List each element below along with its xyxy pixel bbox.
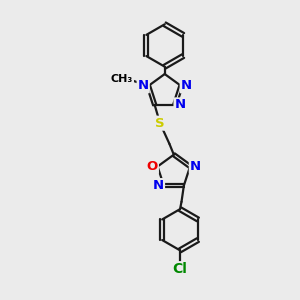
Text: N: N [138, 79, 149, 92]
Text: S: S [155, 117, 165, 130]
Text: N: N [181, 79, 192, 92]
Text: CH₃: CH₃ [111, 74, 133, 84]
Text: N: N [175, 98, 186, 111]
Text: O: O [147, 160, 158, 173]
Text: Cl: Cl [172, 262, 188, 276]
Text: N: N [190, 160, 201, 173]
Text: N: N [153, 179, 164, 192]
